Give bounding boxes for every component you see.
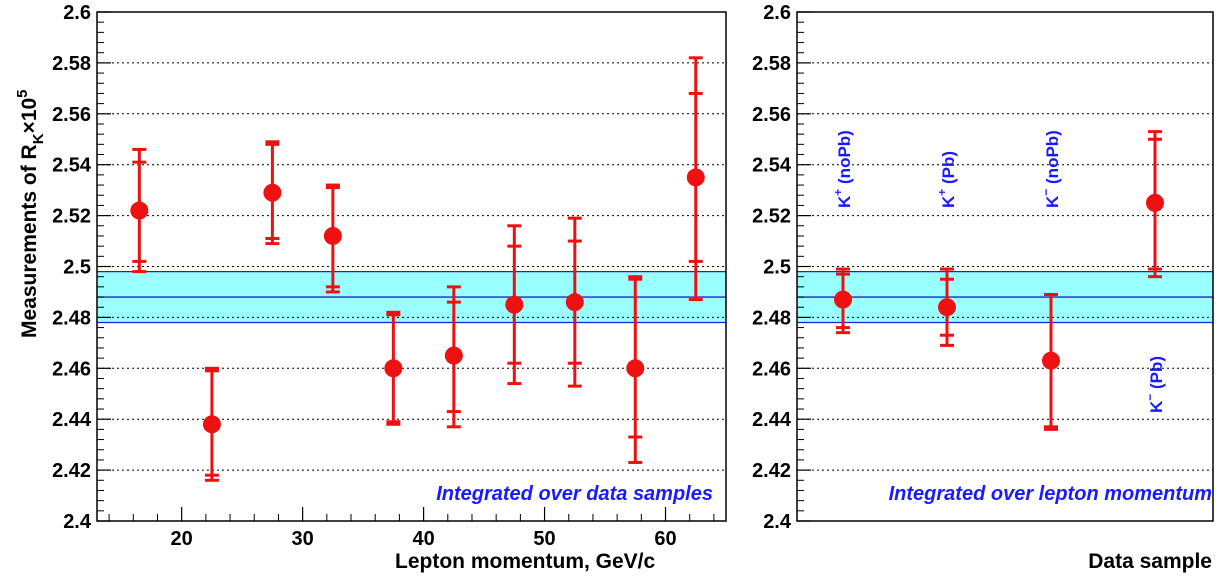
sample-label-sup: + [831,189,845,196]
marker [505,295,524,314]
y-tick-label: 2.42 [52,460,91,482]
data-point [263,140,282,246]
y-tick-label: 2.48 [52,307,91,329]
sample-label-tag: (noPb) [835,130,854,189]
sample-label-tag: (Pb) [1147,356,1166,394]
annotation: Integrated over lepton momentum [889,483,1212,505]
panel-right: 2.4 2.42 2.44 2.46 2.48 2.5 2.52 2.54 2.56 2.58 2.… [752,2,1214,573]
sample-label-sup: − [1039,189,1053,196]
y-axis-title-text: Measurements of R [18,144,41,338]
x-tick-label: 50 [533,528,555,550]
marker [626,359,645,378]
marker [1042,351,1060,370]
marker [263,183,282,202]
marker [686,168,705,187]
data-point [323,183,342,294]
x-axis-title: Data sample [1088,550,1212,573]
y-tick-label: 2.4 [763,511,792,533]
y-tick-label: 2.6 [763,2,791,24]
marker [834,290,852,309]
x-tick-label: 30 [292,528,314,550]
data-point [384,310,403,426]
data-point [130,147,149,274]
marker [938,298,956,317]
sample-label-base: K [1043,195,1062,208]
sample-label-base: K [939,195,958,208]
y-tick-label: 2.5 [763,257,791,279]
marker [384,359,403,378]
marker [565,293,584,312]
y-tick-label: 2.46 [752,358,791,380]
y-tick-label: 2.52 [52,206,91,228]
y-tick-label: 2.42 [752,460,791,482]
y-tick-label: 2.5 [63,257,91,279]
data-point [626,275,645,464]
y-tick-label: 2.44 [52,409,92,431]
y-tick-label: 2.4 [63,511,92,533]
sample-label-tag: (noPb) [1043,130,1062,189]
y-axis-title-sub: K [30,133,47,144]
sample-label-base: K [835,195,854,208]
data-point [505,224,524,386]
sample-label-tag: (Pb) [939,151,958,189]
plot-frame [96,11,727,522]
x-axis-title: Lepton momentum, GeV/c [395,550,656,573]
data-point [565,216,584,388]
y-tick-label: 2.48 [752,307,791,329]
marker [130,201,149,220]
y-tick-label: 2.58 [752,53,791,75]
y-axis-title: Measurements of RK×105 [14,89,47,338]
marker [202,415,221,434]
x-tick-label: 20 [171,528,193,550]
data-point [686,56,705,302]
y-tick-label: 2.54 [752,155,792,177]
sample-label-base: K [1147,400,1166,413]
y-tick-label: 2.52 [752,206,791,228]
data-point [1146,130,1164,279]
y-tick-label: 2.46 [52,358,91,380]
data-point [938,267,956,347]
panel-left: 2.4 2.42 2.44 2.46 2.48 2.5 2.52 2.54 2.56 2.58 2.… [14,2,727,573]
sample-label: K+ (noPb) [831,130,854,208]
y-tick-label: 2.44 [752,409,792,431]
y-axis-title-mid: ×10 [18,98,41,134]
marker [444,346,463,365]
data-point [444,285,463,429]
x-tick-label: 40 [412,528,434,550]
y-tick-label: 2.54 [52,155,92,177]
marker [1146,193,1164,212]
data-point [1042,292,1060,431]
x-tick-label: 60 [654,528,676,550]
y-tick-label: 2.6 [63,2,91,24]
plot-frame [796,11,1214,522]
marker [323,226,342,245]
y-tick-label: 2.56 [52,104,91,126]
annotation: Integrated over data samples [436,483,713,505]
data-point [202,366,221,482]
data-point [834,267,852,335]
sample-label: K− (noPb) [1039,130,1062,208]
y-axis-title-sup: 5 [14,89,31,97]
sample-label: K− (Pb) [1143,356,1166,413]
sample-label: K+ (Pb) [935,151,958,208]
y-tick-label: 2.58 [52,53,91,75]
sample-label-sup: − [1143,394,1157,401]
y-tick-label: 2.56 [752,104,791,126]
sample-label-sup: + [935,189,949,196]
